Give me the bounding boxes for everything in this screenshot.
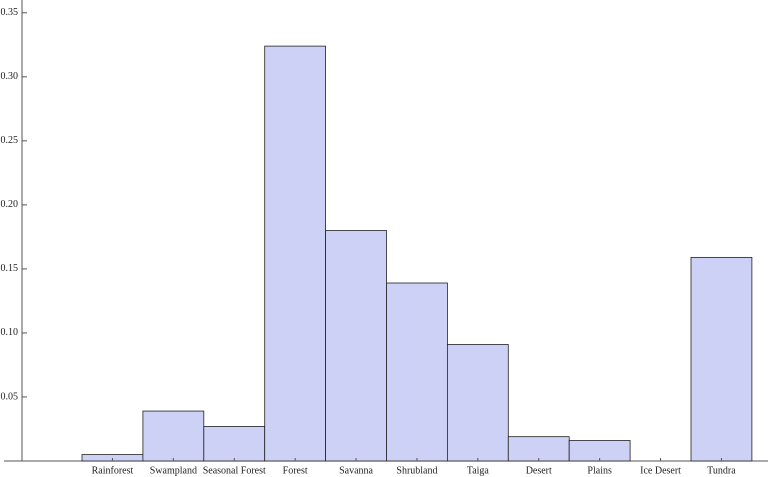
x-tick-label: Shrubland bbox=[396, 465, 437, 476]
y-tick-label: 0.25 bbox=[1, 135, 19, 146]
bar bbox=[507, 436, 570, 462]
x-tick-label: Plains bbox=[587, 465, 612, 476]
bar bbox=[264, 45, 327, 462]
y-tick-label: 0.35 bbox=[1, 7, 19, 18]
x-tick-label: Ice Desert bbox=[640, 465, 681, 476]
bar bbox=[203, 426, 266, 462]
bar bbox=[446, 344, 509, 462]
x-tick-label: Seasonal Forest bbox=[203, 465, 266, 476]
y-tick-label: 0.10 bbox=[1, 327, 19, 338]
bar bbox=[690, 256, 753, 462]
x-tick-label: Tundra bbox=[707, 465, 736, 476]
y-tick-label: 0.30 bbox=[1, 71, 19, 82]
bar bbox=[325, 230, 387, 462]
x-tick-label: Swampland bbox=[150, 465, 197, 476]
y-tick-label: 0.15 bbox=[1, 263, 19, 274]
x-tick-label: Rainforest bbox=[92, 465, 134, 476]
x-tick-label: Forest bbox=[283, 465, 308, 476]
bar bbox=[142, 410, 205, 462]
x-tick-label: Savanna bbox=[339, 465, 373, 476]
x-tick-label: Taiga bbox=[467, 465, 490, 476]
bar bbox=[386, 282, 448, 462]
y-tick-label: 0.05 bbox=[1, 391, 19, 402]
x-tick-label: Desert bbox=[526, 465, 552, 476]
bar bbox=[568, 440, 631, 462]
y-tick-label: 0.20 bbox=[1, 199, 19, 210]
